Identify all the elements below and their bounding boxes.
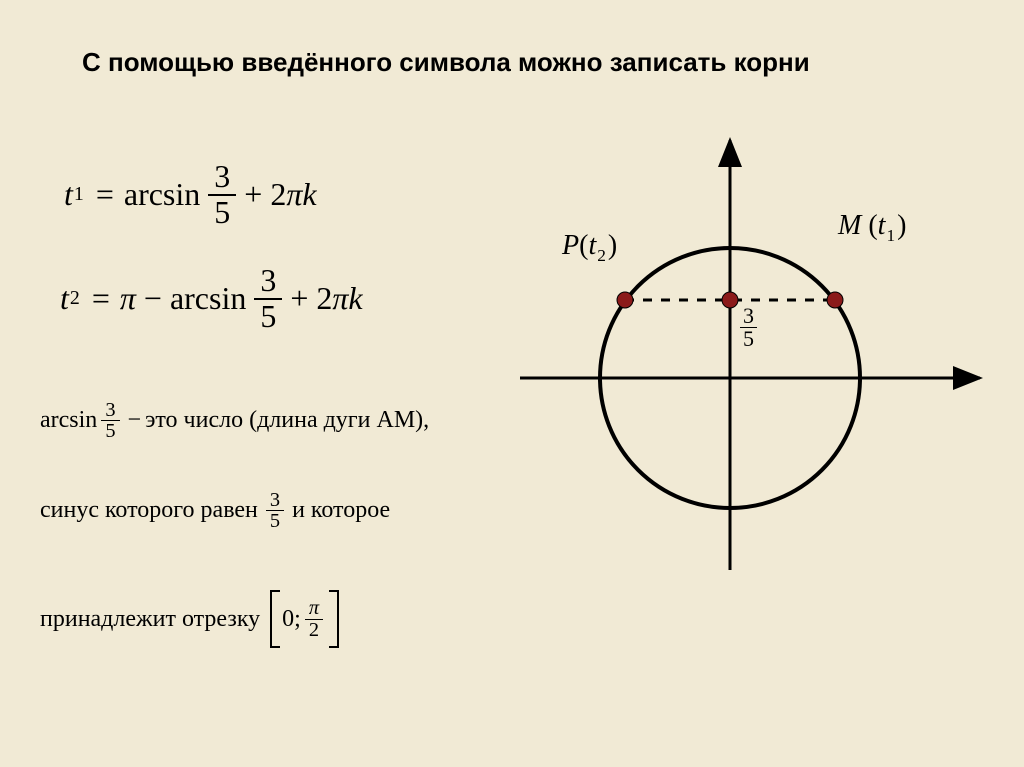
t2-var: t xyxy=(60,280,69,317)
frac-den: 5 xyxy=(208,196,236,230)
interval-bracket: 0; π 2 xyxy=(270,590,339,648)
label-M-t1: M (t1) xyxy=(838,210,906,246)
equation-t2: t2 = π − arcsin 3 5 + 2πk xyxy=(60,264,363,333)
page-title: С помощью введённого символа можно запис… xyxy=(82,45,810,80)
fraction-3-5-small: 3 5 xyxy=(266,490,284,532)
frac-num: 3 xyxy=(266,490,284,511)
eq-sign: = xyxy=(92,280,110,317)
desc-text: принадлежит отрезку xyxy=(40,606,260,633)
pi-symbol: π xyxy=(332,280,348,317)
desc-text: это число (длина дуги АМ), xyxy=(145,407,429,434)
fraction-3-5-small: 3 5 xyxy=(101,400,119,442)
plus-2: + 2 xyxy=(290,280,332,317)
frac-den: 5 xyxy=(101,421,119,441)
label-3-5: 35 xyxy=(740,303,757,350)
description-line-1: arcsin 3 5 − это число (длина дуги АМ), xyxy=(40,400,429,442)
frac-num: 3 xyxy=(254,264,282,300)
fraction-pi-2: π 2 xyxy=(305,598,323,640)
fraction-3-5: 3 5 xyxy=(208,160,236,229)
t2-subscript: 2 xyxy=(70,287,80,310)
description-line-3: принадлежит отрезку 0; π 2 xyxy=(40,590,339,648)
equation-t1: t1 = arcsin 3 5 + 2πk xyxy=(64,160,317,229)
right-bracket-icon xyxy=(329,590,339,648)
diagram-svg xyxy=(500,130,1010,590)
left-bracket-icon xyxy=(270,590,280,648)
k-var: k xyxy=(302,176,316,213)
frac-num: 3 xyxy=(101,400,119,421)
unit-circle-diagram: P(t2) M (t1) 35 xyxy=(500,130,1010,590)
t1-var: t xyxy=(64,176,73,213)
label-P-t2: P(t2) xyxy=(562,230,617,266)
desc-text: синус которого равен xyxy=(40,497,258,524)
frac-num: 3 xyxy=(208,160,236,196)
frac-den: 5 xyxy=(254,300,282,334)
arcsin-text: arcsin xyxy=(40,407,97,434)
arcsin-text: arcsin xyxy=(124,176,200,213)
plus-2: + 2 xyxy=(244,176,286,213)
pi-symbol: π xyxy=(120,280,136,317)
minus-sign: − xyxy=(144,280,162,317)
two-den: 2 xyxy=(305,620,323,640)
description-line-2: синус которого равен 3 5 и которое xyxy=(40,490,390,532)
pi-symbol: π xyxy=(286,176,302,213)
zero-semi: 0; xyxy=(282,606,301,633)
point-marker xyxy=(827,292,843,308)
eq-sign: = xyxy=(96,176,114,213)
interval-content: 0; π 2 xyxy=(280,598,329,640)
pi-num: π xyxy=(305,598,323,619)
t1-subscript: 1 xyxy=(74,183,84,206)
desc-text: и которое xyxy=(292,497,390,524)
fraction-3-5: 3 5 xyxy=(254,264,282,333)
minus-sign: − xyxy=(128,407,142,434)
point-marker xyxy=(722,292,738,308)
point-marker xyxy=(617,292,633,308)
k-var: k xyxy=(348,280,362,317)
frac-den: 5 xyxy=(266,511,284,531)
arcsin-text: arcsin xyxy=(170,280,246,317)
